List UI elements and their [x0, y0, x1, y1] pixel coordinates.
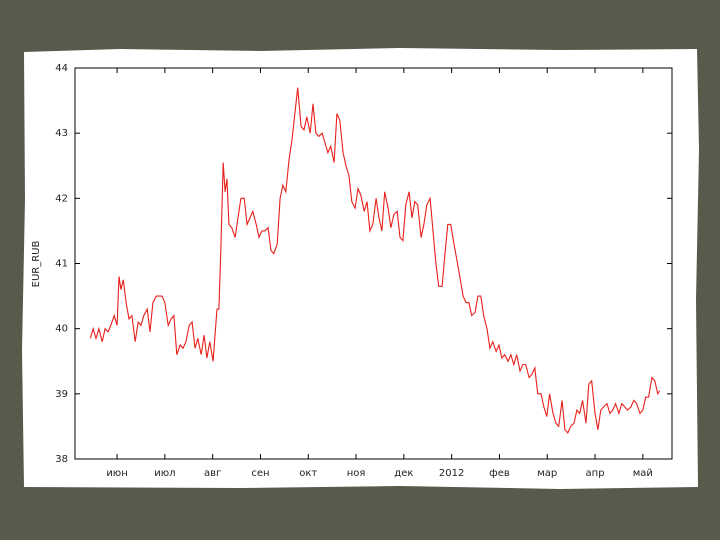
data-line [89, 87, 661, 434]
x-tick-label: ноя [347, 468, 366, 479]
x-tick-label: мар [537, 468, 557, 479]
x-tick-label: сен [251, 468, 269, 479]
y-tick-label: 43 [55, 128, 68, 139]
y-axis-label: EUR_RUB [31, 241, 42, 288]
x-tick-label: апр [586, 468, 605, 479]
x-tick-label: июн [106, 468, 127, 479]
x-tick-label: авг [204, 468, 221, 479]
x-tick-label: июл [154, 468, 175, 479]
y-tick-label: 39 [55, 389, 68, 400]
y-tick-label: 41 [55, 259, 68, 270]
x-tick-label: окт [299, 468, 317, 479]
x-tick-label: фев [489, 468, 510, 479]
y-tick-label: 38 [55, 454, 68, 465]
y-tick-label: 44 [55, 63, 68, 74]
y-tick-label: 42 [55, 193, 68, 204]
x-tick-label: дек [394, 468, 413, 479]
x-tick-label: 2012 [439, 468, 464, 479]
paper [22, 48, 699, 489]
y-tick-label: 40 [55, 324, 68, 335]
x-tick-label: май [633, 468, 653, 479]
